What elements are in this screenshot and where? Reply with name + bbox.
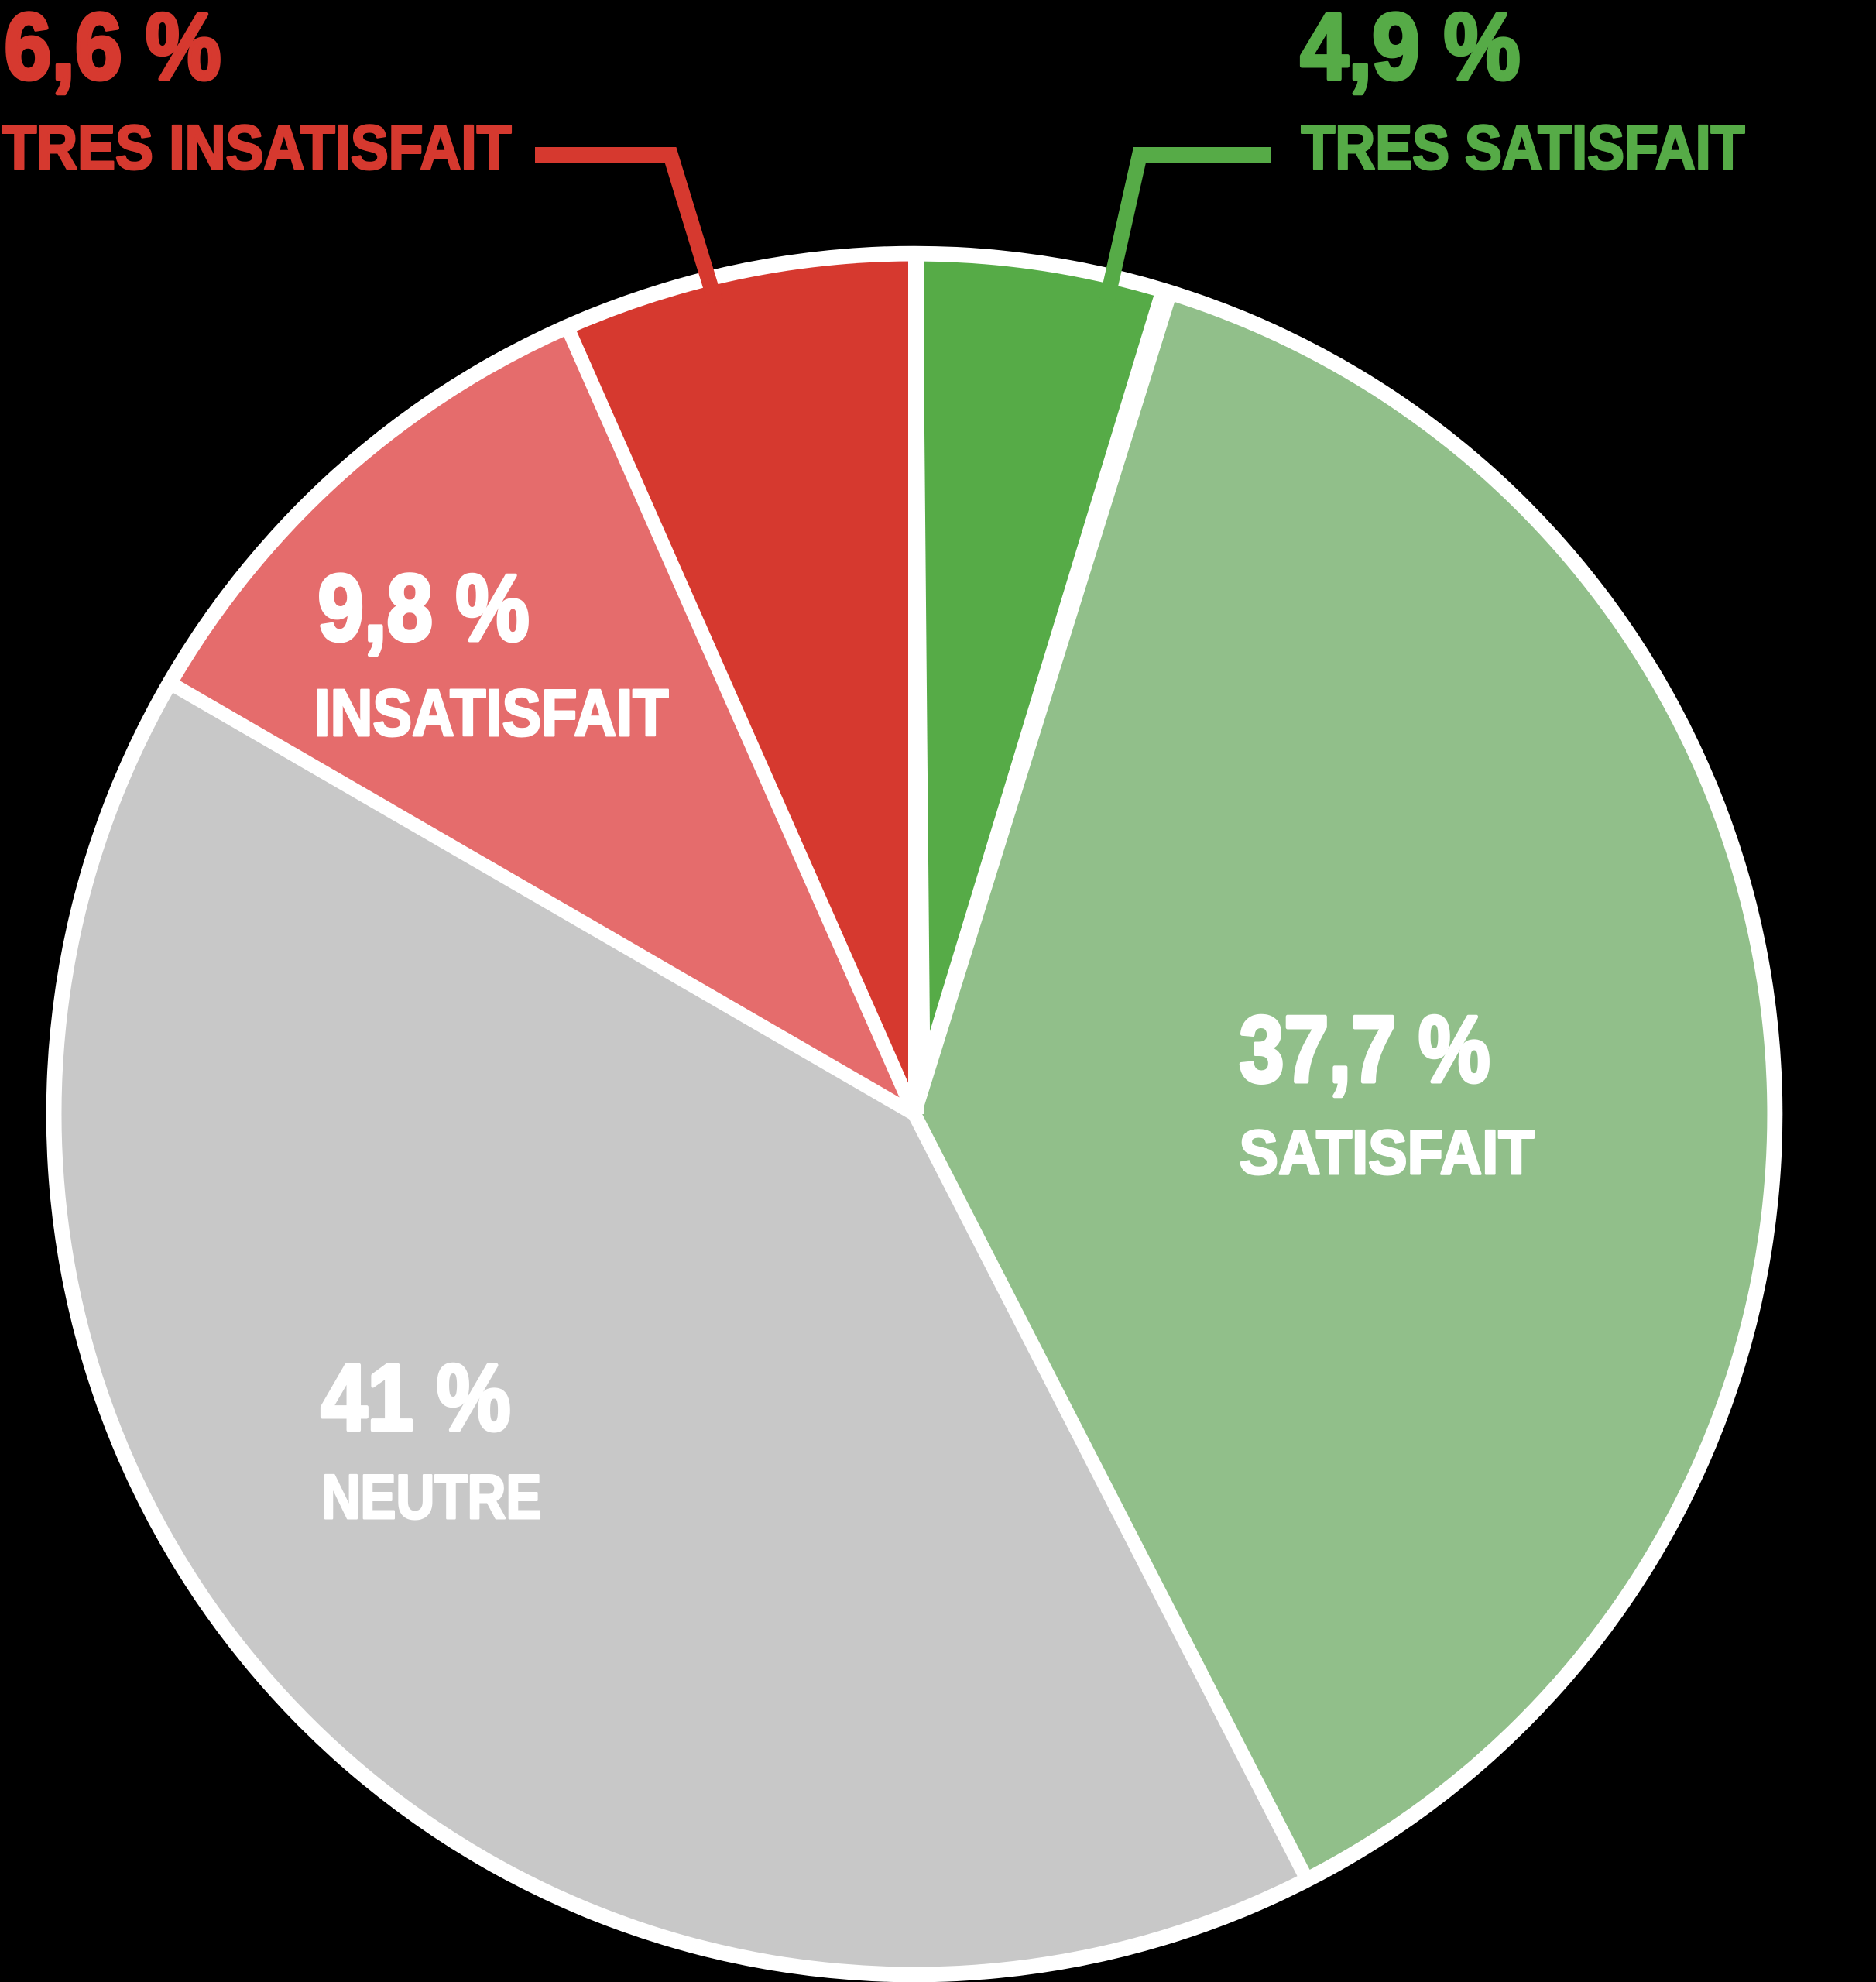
svg-text:INSATISFAIT: INSATISFAIT (314, 677, 669, 750)
svg-text:SATISFAIT: SATISFAIT (1240, 1118, 1535, 1188)
svg-text:NEUTRE: NEUTRE (322, 1462, 542, 1532)
svg-text:TRES SATISFAIT: TRES SATISFAIT (1302, 113, 1745, 183)
svg-text:37,7 %: 37,7 % (1240, 996, 1490, 1102)
svg-text:41 %: 41 % (321, 1345, 511, 1450)
svg-text:TRES INSATISFAIT: TRES INSATISFAIT (2, 113, 512, 183)
svg-text:4,9 %: 4,9 % (1301, 0, 1521, 99)
svg-text:9,8 %: 9,8 % (318, 555, 530, 660)
svg-text:6,6 %: 6,6 % (5, 0, 221, 99)
